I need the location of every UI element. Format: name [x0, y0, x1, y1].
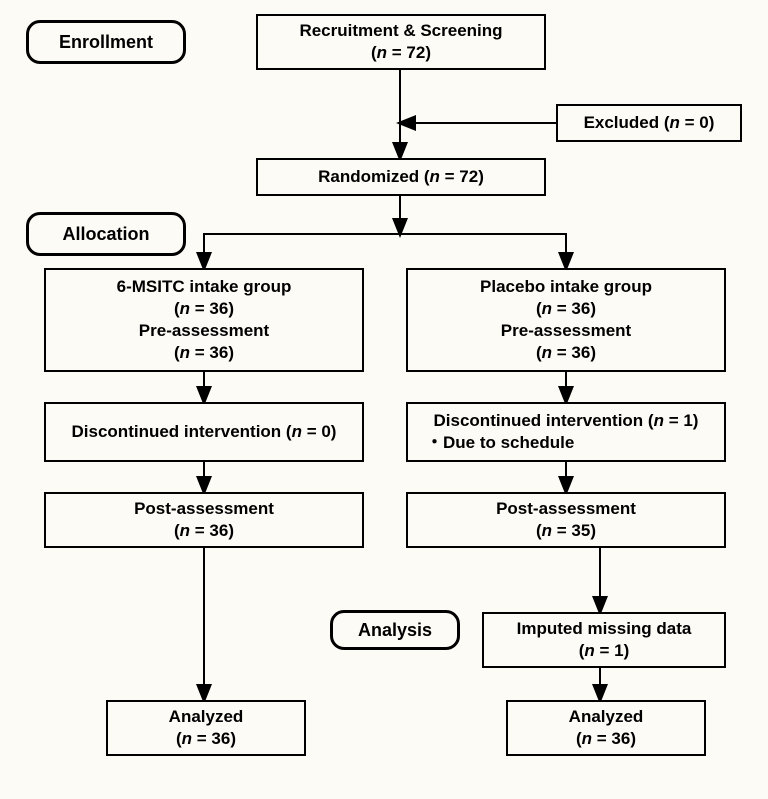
post-left-l1: Post-assessment: [134, 498, 274, 520]
imputed-l1: Imputed missing data: [517, 618, 692, 640]
node-post-right: Post-assessment (n = 35): [406, 492, 726, 548]
stage-label-allocation: Allocation: [26, 212, 186, 256]
node-post-left: Post-assessment (n = 36): [44, 492, 364, 548]
node-discontinued-left: Discontinued intervention (n = 0): [44, 402, 364, 462]
msitc-line3: Pre-assessment: [139, 320, 269, 342]
disc-right-line2: ・Due to schedule: [408, 432, 574, 454]
node-discontinued-right: Discontinued intervention (n = 1) ・Due t…: [406, 402, 726, 462]
disc-left-text: Discontinued intervention (n = 0): [72, 421, 337, 443]
anal-left-l1: Analyzed: [169, 706, 244, 728]
stage-label-enrollment: Enrollment: [26, 20, 186, 64]
stage-label-analysis: Analysis: [330, 610, 460, 650]
recruit-line1: Recruitment & Screening: [299, 20, 502, 42]
node-msitc-group: 6-MSITC intake group (n = 36) Pre-assess…: [44, 268, 364, 372]
node-excluded: Excluded (n = 0): [556, 104, 742, 142]
placebo-line2: (n = 36): [536, 298, 596, 320]
anal-left-l2: (n = 36): [176, 728, 236, 750]
placebo-line3: Pre-assessment: [501, 320, 631, 342]
stage-analysis-text: Analysis: [358, 620, 432, 641]
node-analyzed-right: Analyzed (n = 36): [506, 700, 706, 756]
node-placebo-group: Placebo intake group (n = 36) Pre-assess…: [406, 268, 726, 372]
disc-right-line1: Discontinued intervention (n = 1): [434, 410, 699, 432]
post-right-l1: Post-assessment: [496, 498, 636, 520]
node-randomized: Randomized (n = 72): [256, 158, 546, 196]
anal-right-l2: (n = 36): [576, 728, 636, 750]
imputed-l2: (n = 1): [579, 640, 630, 662]
anal-right-l1: Analyzed: [569, 706, 644, 728]
excluded-text: Excluded (n = 0): [584, 112, 715, 134]
post-left-l2: (n = 36): [174, 520, 234, 542]
msitc-line4: (n = 36): [174, 342, 234, 364]
stage-enrollment-text: Enrollment: [59, 32, 153, 53]
post-right-l2: (n = 35): [536, 520, 596, 542]
node-imputed: Imputed missing data (n = 1): [482, 612, 726, 668]
placebo-line4: (n = 36): [536, 342, 596, 364]
node-analyzed-left: Analyzed (n = 36): [106, 700, 306, 756]
msitc-line2: (n = 36): [174, 298, 234, 320]
placebo-line1: Placebo intake group: [480, 276, 652, 298]
stage-allocation-text: Allocation: [62, 224, 149, 245]
node-recruitment: Recruitment & Screening (n = 72): [256, 14, 546, 70]
recruit-line2: (n = 72): [371, 42, 431, 64]
msitc-line1: 6-MSITC intake group: [117, 276, 292, 298]
random-text: Randomized (n = 72): [318, 166, 484, 188]
